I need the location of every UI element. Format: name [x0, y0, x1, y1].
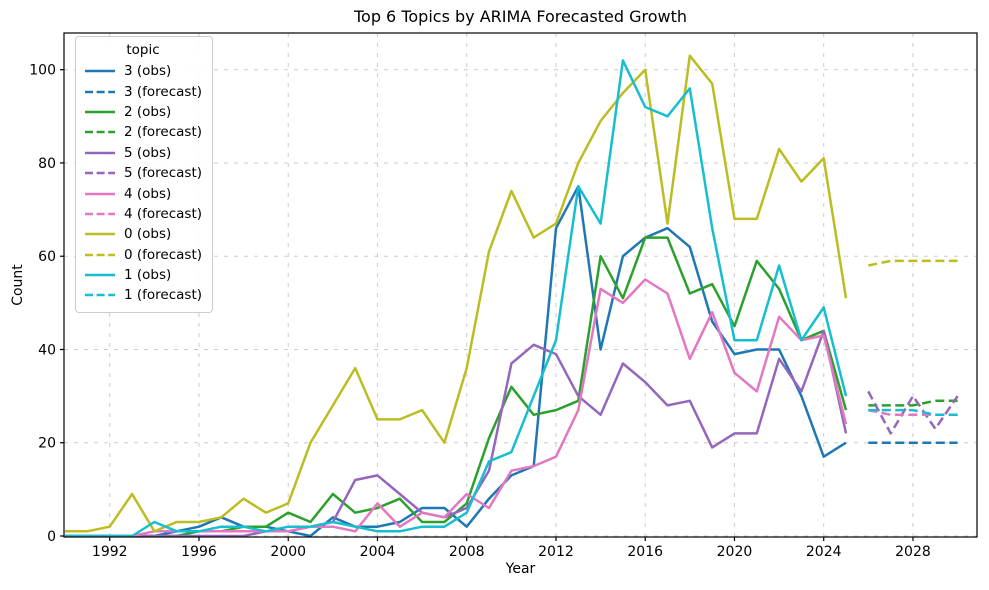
legend-label: 1 (obs)	[124, 267, 172, 284]
legend-item-5-forecast: 5 (forecast)	[84, 163, 202, 183]
x-tick-label: 1996	[181, 544, 217, 560]
legend-label: 0 (obs)	[124, 226, 172, 243]
legend-label: 5 (obs)	[124, 144, 172, 161]
x-tick-label: 1992	[92, 544, 128, 560]
series-line-0-forecast	[868, 259, 958, 267]
legend-item-3-forecast: 3 (forecast)	[84, 81, 202, 101]
legend-swatch-dashed-line-icon	[85, 171, 115, 175]
legend-label: 2 (forecast)	[124, 124, 203, 141]
axes-frame	[63, 32, 978, 538]
series-line-1-obs	[65, 59, 848, 538]
series-line-5-obs	[65, 329, 848, 538]
legend-label: 2 (obs)	[124, 103, 172, 120]
legend-label: 3 (obs)	[124, 63, 172, 80]
legend-label: 5 (forecast)	[124, 165, 203, 182]
legend-item-1-forecast: 1 (forecast)	[84, 285, 202, 305]
legend-item-4-forecast: 4 (forecast)	[84, 204, 202, 224]
legend-swatch-solid-line-icon	[85, 192, 115, 195]
y-tick-label: 60	[38, 249, 56, 265]
y-tick-label: 80	[38, 156, 56, 172]
legend-label: 3 (forecast)	[124, 83, 203, 100]
legend-swatch-dashed-line-icon	[85, 212, 115, 216]
legend-swatch-solid-line-icon	[85, 273, 115, 277]
legend-swatch-dashed-line-icon	[85, 90, 115, 93]
legend-label: 4 (forecast)	[124, 205, 203, 222]
legend-item-1-obs: 1 (obs)	[84, 265, 202, 285]
x-tick-label: 2028	[895, 544, 931, 560]
legend-swatch-solid-line-icon	[85, 110, 115, 114]
y-tick-label: 100	[29, 63, 56, 79]
legend-title: topic	[126, 42, 160, 58]
x-tick-label: 2016	[627, 544, 663, 560]
legend-swatch-solid-line-icon	[85, 233, 115, 236]
x-tick-label: 2012	[538, 544, 574, 560]
legend-label: 0 (forecast)	[124, 246, 203, 263]
series-line-2-forecast	[868, 399, 958, 407]
legend-swatch-dashed-line-icon	[85, 253, 115, 257]
legend-label: 4 (obs)	[124, 185, 172, 202]
y-axis-label: Count	[10, 264, 26, 306]
legend-rows: 3 (obs) 3 (forecast) 2 (obs) 2 (forecast) 5 …	[84, 61, 202, 306]
legend-swatch-dashed-line-icon	[85, 131, 115, 134]
y-tick-label: 0	[47, 529, 56, 545]
x-tick-label: 2008	[449, 544, 485, 560]
legend-item-0-forecast: 0 (forecast)	[84, 245, 202, 265]
x-tick-label: 2024	[806, 544, 842, 560]
legend-item-0-obs: 0 (obs)	[84, 224, 202, 244]
legend-item-4-obs: 4 (obs)	[84, 183, 202, 203]
legend-swatch-dashed-line-icon	[85, 294, 115, 297]
legend-item-2-forecast: 2 (forecast)	[84, 122, 202, 142]
series-line-1-forecast	[868, 408, 958, 417]
x-tick-label: 2004	[360, 544, 396, 560]
legend-swatch-solid-line-icon	[85, 151, 115, 155]
legend-label: 1 (forecast)	[124, 287, 203, 304]
chart-title: Top 6 Topics by ARIMA Forecasted Growth	[353, 7, 688, 26]
x-axis-label: Year	[505, 561, 536, 577]
legend-item-3-obs: 3 (obs)	[84, 61, 202, 81]
series-line-5-forecast	[867, 390, 959, 435]
series-line-0-obs	[65, 54, 848, 533]
series-line-3-obs	[65, 185, 847, 538]
legend-item-2-obs: 2 (obs)	[84, 102, 202, 122]
legend: topic 3 (obs) 3 (forecast) 2 (obs) 2 (forec…	[75, 36, 214, 313]
y-tick-label: 40	[38, 342, 56, 358]
legend-item-5-obs: 5 (obs)	[84, 143, 202, 163]
legend-swatch-solid-line-icon	[85, 69, 115, 73]
x-tick-label: 2020	[717, 544, 753, 560]
y-tick-label: 20	[38, 436, 56, 452]
x-tick-label: 2000	[270, 544, 306, 560]
